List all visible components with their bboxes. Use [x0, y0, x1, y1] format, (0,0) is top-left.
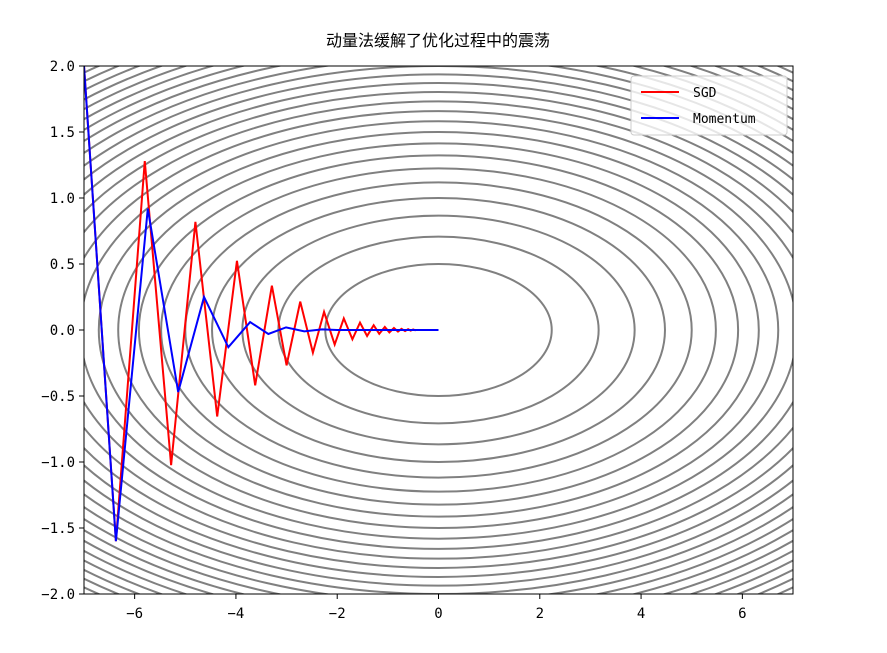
axes-frame: [83, 65, 794, 595]
y-tick-label: 2.0: [50, 59, 75, 75]
contour-line: [84, 100, 793, 560]
y-tick-label: −0.5: [41, 389, 75, 405]
y-tick-label: −2.0: [41, 587, 75, 603]
y-tick-label: −1.0: [41, 455, 75, 471]
series-line: [84, 66, 439, 542]
contour-line: [84, 110, 793, 550]
y-tick-label: −1.5: [41, 521, 75, 537]
x-tick-label: 4: [637, 606, 645, 622]
x-tick-label: −2: [329, 606, 346, 622]
contour-line: [160, 167, 717, 493]
y-tick-label: 0.0: [50, 323, 75, 339]
contour-line: [97, 131, 780, 529]
contour-line: [84, 82, 793, 578]
contour-line: [117, 142, 760, 518]
y-tick-label: 0.5: [50, 257, 75, 273]
legend-label: Momentum: [693, 112, 756, 127]
legend-box: [630, 75, 788, 136]
contour-line: [211, 197, 666, 463]
x-tick-label: 2: [536, 606, 544, 622]
contour-line: [84, 91, 793, 569]
y-tick-label: 1.5: [50, 125, 75, 141]
line-group: [84, 66, 439, 542]
x-tick-label: 6: [738, 606, 746, 622]
x-tick-label: −6: [126, 606, 143, 622]
contour-line: [84, 73, 793, 587]
contour-line: [137, 154, 740, 506]
x-tick-label: 0: [434, 606, 442, 622]
contour-line: [84, 66, 793, 594]
legend-label: SGD: [693, 86, 717, 101]
y-tick-label: 1.0: [50, 191, 75, 207]
contour-line: [84, 120, 793, 540]
chart-title: 动量法缓解了优化过程中的震荡: [326, 31, 550, 50]
x-tick-label: −4: [227, 606, 244, 622]
